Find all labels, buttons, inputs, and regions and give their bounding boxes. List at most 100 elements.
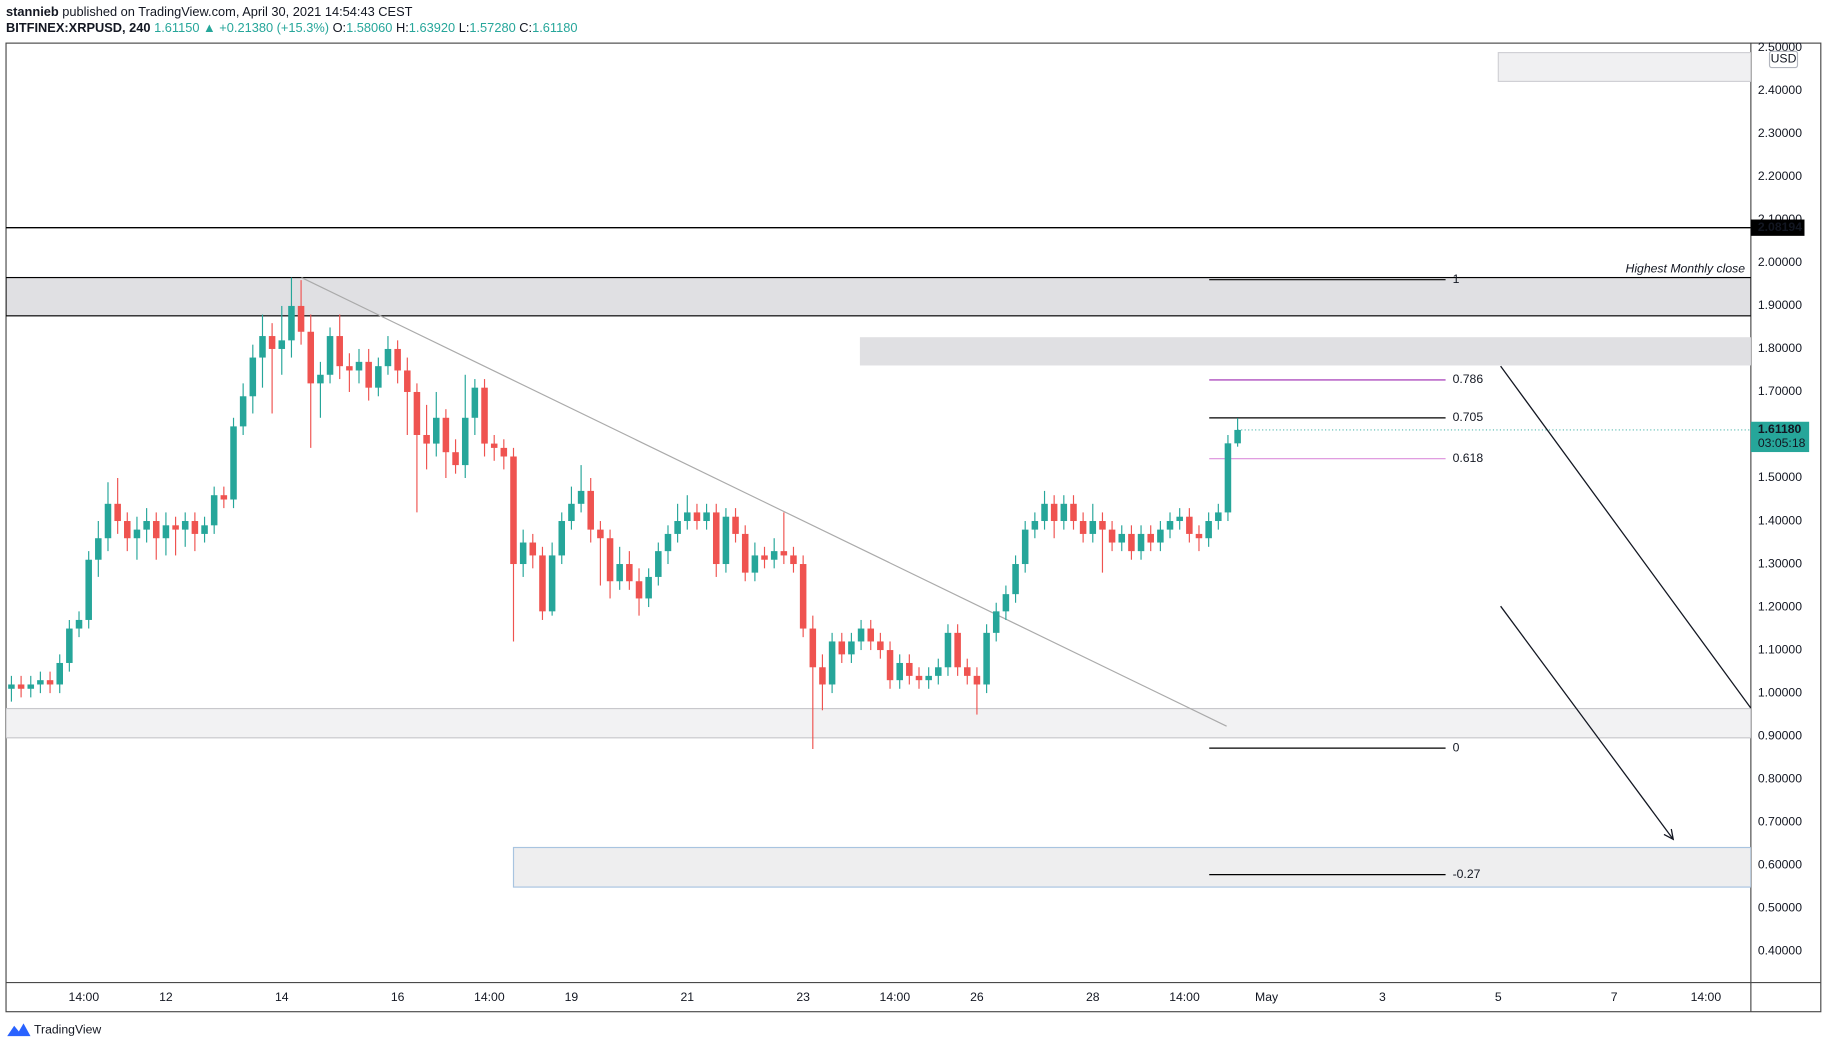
- y-tick-label: 0.40000: [1758, 943, 1802, 957]
- x-tick-label: 28: [1086, 990, 1100, 1004]
- candle-body: [693, 512, 701, 522]
- candle-body: [230, 426, 237, 500]
- candle-body: [819, 667, 826, 685]
- candle-body: [481, 387, 488, 444]
- candle-body: [761, 555, 768, 560]
- candle-body: [558, 521, 566, 556]
- x-tick-label: 14: [275, 990, 289, 1004]
- x-tick-label: 14:00: [880, 990, 911, 1004]
- candle-body: [413, 391, 421, 435]
- candle-body: [626, 564, 633, 582]
- candle-body: [529, 542, 537, 556]
- candle-body: [703, 512, 710, 522]
- candle-body: [741, 533, 749, 573]
- candle-body: [963, 667, 971, 676]
- ohlc-label: O:: [333, 21, 347, 36]
- countdown-label: 03:05:18: [1758, 436, 1806, 450]
- candle-body: [500, 447, 508, 457]
- candle-body: [1205, 521, 1212, 539]
- candle-body: [181, 521, 189, 530]
- candle-body: [751, 555, 759, 573]
- fib-label: 1: [1453, 272, 1460, 286]
- y-tick-label: 1.70000: [1758, 384, 1802, 398]
- ohlc-label: H:: [396, 21, 409, 36]
- candle-body: [201, 525, 208, 534]
- candle-body: [346, 366, 353, 371]
- candle-body: [365, 361, 372, 388]
- candle-body: [828, 641, 836, 685]
- logo-icon: [7, 1023, 31, 1037]
- y-tick-label: 0.50000: [1758, 900, 1802, 914]
- candle-body: [1128, 533, 1135, 552]
- candle-body: [375, 366, 382, 388]
- x-tick-label: 14:00: [69, 990, 100, 1004]
- candle-body: [616, 564, 623, 582]
- candle-body: [433, 417, 440, 444]
- candle-body: [1079, 521, 1087, 534]
- y-tick-label: 0.60000: [1758, 857, 1802, 871]
- ohlc-value: 1.61180: [532, 21, 577, 36]
- candle-body: [1234, 429, 1241, 444]
- candle-body: [75, 619, 83, 629]
- zone: [859, 337, 1751, 366]
- candle-body: [597, 529, 604, 539]
- y-tick-label: 0.70000: [1758, 814, 1802, 828]
- candle-body: [684, 512, 691, 522]
- candle-body: [46, 680, 54, 685]
- x-tick-label: 5: [1495, 990, 1502, 1004]
- x-tick-label: 21: [680, 990, 694, 1004]
- candle-body: [1099, 521, 1106, 530]
- currency-box: [1768, 50, 1799, 69]
- candle-body: [268, 336, 276, 349]
- symbol: BITFINEX:XRPUSD, 240: [6, 21, 151, 36]
- candle-body: [104, 503, 112, 539]
- fib-label: -0.27: [1453, 867, 1481, 881]
- candle-body: [848, 641, 855, 655]
- candle-body: [1186, 516, 1193, 534]
- arrow-head: [1663, 828, 1675, 841]
- candle-body: [1002, 594, 1010, 612]
- x-tick-label: 19: [565, 990, 579, 1004]
- candle-body: [645, 576, 652, 599]
- candle-body: [114, 503, 121, 522]
- ohlc-value: 1.57280: [469, 21, 515, 36]
- y-tick-label: 1.20000: [1758, 599, 1802, 613]
- fib-label: 0.618: [1453, 451, 1484, 465]
- x-tick-label: 26: [970, 990, 984, 1004]
- y-tick-label: 2.00000: [1758, 255, 1802, 269]
- candle-body: [259, 336, 266, 358]
- candle-body: [307, 331, 315, 384]
- candle-body: [780, 551, 788, 556]
- symbol-line: BITFINEX:XRPUSD, 240 1.61150 ▲ +0.21380 …: [6, 21, 577, 36]
- currency-label: USD: [1771, 52, 1797, 66]
- candle-body: [1166, 521, 1174, 530]
- y-tick-label: 1.90000: [1758, 298, 1802, 312]
- candle-body: [56, 662, 63, 685]
- price-tag: [1750, 219, 1805, 236]
- arrow-line: [1500, 605, 1674, 840]
- candle-body: [452, 452, 459, 466]
- candle-body: [162, 525, 170, 539]
- candle-body: [539, 555, 546, 612]
- candle-body: [799, 564, 807, 629]
- candle-body: [896, 662, 903, 681]
- y-tick-label: 1.30000: [1758, 556, 1802, 570]
- header-line: stannieb published on TradingView.com, A…: [6, 4, 413, 19]
- candle-body: [1012, 564, 1019, 595]
- price-tag-label: 2.08194: [1758, 220, 1802, 234]
- zone: [6, 707, 1751, 739]
- candle-body: [790, 555, 797, 565]
- candle-body: [915, 675, 923, 681]
- y-tick-label: 1.10000: [1758, 642, 1802, 656]
- candle-body: [877, 641, 884, 651]
- candle-body: [548, 555, 556, 612]
- last-price-tag: [1750, 421, 1810, 453]
- candle-body: [461, 417, 469, 466]
- ohlc-label: L:: [459, 21, 470, 36]
- x-tick-label: May: [1255, 990, 1279, 1004]
- y-tick-label: 2.30000: [1758, 126, 1802, 140]
- candle-body: [384, 348, 392, 367]
